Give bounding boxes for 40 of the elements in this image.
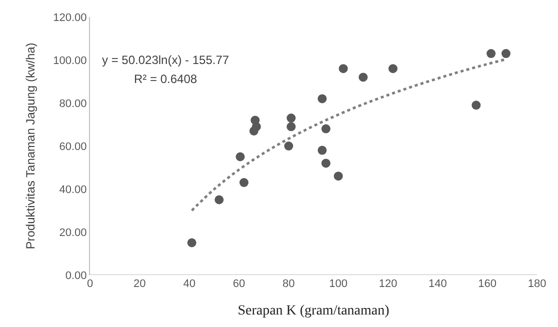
point <box>286 114 296 123</box>
y-tick-label: 100.00 <box>53 54 87 67</box>
point <box>321 158 330 168</box>
y-tick-label: 0.00 <box>65 270 87 282</box>
point <box>239 178 248 188</box>
x-tick-label: 0 <box>86 278 94 290</box>
point <box>334 172 343 181</box>
x-tick-label: 140 <box>428 278 447 290</box>
x-tick-label: 100 <box>329 278 348 290</box>
x-axis-title: Serapan K (gram/tanaman) <box>238 303 390 318</box>
point <box>472 100 481 110</box>
point <box>187 238 196 248</box>
x-tick-label: 80 <box>282 278 295 290</box>
annotation: y = 50.023ln(x) - 155.77 <box>102 53 230 67</box>
point <box>338 64 348 74</box>
point <box>286 122 296 132</box>
x-tick-label: 60 <box>232 278 246 290</box>
point <box>249 126 258 136</box>
point <box>321 124 330 134</box>
point <box>486 49 496 58</box>
y-tick-label: 20.00 <box>59 226 87 239</box>
x-tick-label: 180 <box>528 278 546 290</box>
point <box>388 64 398 74</box>
x-tick-label: 20 <box>134 278 146 290</box>
point <box>501 49 510 58</box>
point <box>236 152 245 162</box>
point <box>318 94 327 104</box>
x-tick-label: 40 <box>183 278 196 290</box>
y-tick-label: 80.00 <box>59 98 87 110</box>
y-axis-title: Produktivitas Tanaman Jagung (kw/ha) <box>23 42 38 250</box>
y-tick-label: 60.00 <box>59 140 87 153</box>
x-tick-label: 160 <box>478 278 497 290</box>
x-tick-label: 120 <box>378 278 398 290</box>
point <box>318 146 327 155</box>
y-tick-label: 120.00 <box>53 12 87 24</box>
y-tick-label: 40.00 <box>59 184 87 196</box>
point <box>284 142 294 150</box>
annotation: R² = 0.6408 <box>134 72 198 86</box>
point <box>358 72 368 82</box>
point <box>214 195 224 204</box>
